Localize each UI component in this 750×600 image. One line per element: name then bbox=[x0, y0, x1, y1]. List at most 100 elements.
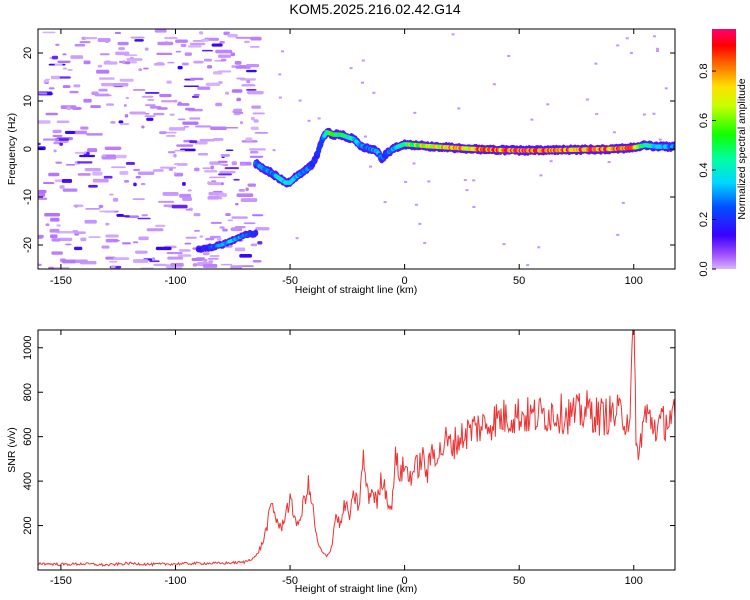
spectrogram-noise-cell bbox=[191, 257, 198, 262]
x-tick-label: -50 bbox=[282, 275, 298, 287]
spectrogram-noise-cell bbox=[158, 200, 175, 203]
spectrogram-noise-cell bbox=[317, 117, 321, 120]
spectrogram-noise-cell bbox=[236, 193, 254, 198]
spectrogram-noise-cell bbox=[250, 126, 259, 131]
spectrogram-noise-cell bbox=[418, 222, 422, 225]
snr-frame bbox=[37, 329, 676, 571]
spectrogram-noise-cell bbox=[143, 67, 149, 70]
spectrogram-noise-cell bbox=[457, 107, 461, 110]
spectrogram-noise-cell bbox=[210, 165, 214, 170]
spectrogram-noise-cell bbox=[52, 134, 63, 137]
spectrogram-noise-cell bbox=[116, 214, 124, 217]
y-tick-label: -10 bbox=[22, 189, 34, 205]
spectrogram-noise-cell bbox=[97, 64, 103, 68]
spectrogram-noise-cell bbox=[159, 93, 172, 98]
spectrogram-noise-cell bbox=[219, 41, 225, 44]
spectrogram-noise-cell bbox=[185, 208, 191, 211]
spectrogram-noise-cell bbox=[245, 137, 253, 142]
spectrogram-noise-cell bbox=[233, 178, 240, 181]
spectrogram-noise-cell bbox=[225, 149, 234, 152]
spectrogram-noise-cell bbox=[153, 112, 165, 116]
spectrogram-noise-cell bbox=[62, 259, 76, 264]
spectrogram-noise-cell bbox=[231, 65, 236, 68]
spectrogram-noise-cell bbox=[184, 107, 196, 111]
spectrogram-noise-cell bbox=[594, 62, 598, 65]
spectrogram-noise-cell bbox=[112, 197, 119, 202]
spectrogram-noise-cell bbox=[255, 227, 270, 231]
spectrogram-noise-cell bbox=[74, 151, 87, 154]
spectrogram-x-label: Height of straight line (km) bbox=[295, 284, 418, 296]
x-tick-label: 50 bbox=[513, 275, 525, 287]
spectrogram-noise-cell bbox=[182, 197, 192, 201]
spectrogram-noise-cell bbox=[507, 54, 511, 57]
spectrogram-noise-cell bbox=[92, 171, 103, 176]
spectrogram-noise-cell bbox=[164, 131, 177, 134]
spectrogram-noise-cell bbox=[38, 142, 41, 146]
spectrogram-noise-cell bbox=[238, 189, 245, 192]
spectrogram-noise-cell bbox=[652, 35, 656, 38]
spectrogram-noise-cell bbox=[230, 265, 243, 269]
spectrogram-noise-cell bbox=[125, 96, 129, 99]
spectrogram-noise-cell bbox=[502, 243, 506, 246]
spectrogram-noise-cell bbox=[62, 85, 71, 89]
spectrogram-noise-cell bbox=[84, 36, 98, 40]
spectrogram-noise-cell bbox=[175, 50, 182, 53]
spectrogram-noise-cell bbox=[252, 112, 265, 115]
spectrogram-noise-cell bbox=[233, 112, 241, 116]
spectrogram-noise-cell bbox=[202, 167, 211, 170]
colorbar-tick-label: 0.4 bbox=[698, 162, 710, 177]
spectrogram-noise-cell bbox=[83, 98, 92, 103]
spectrogram-noise-cell bbox=[664, 87, 668, 90]
spectrogram-noise-cell bbox=[222, 228, 228, 232]
spectrogram-noise-cell bbox=[151, 257, 156, 261]
spectrogram-noise-cell bbox=[549, 160, 553, 163]
spectrogram-noise-cell bbox=[119, 78, 134, 82]
spectrogram-noise-cell bbox=[472, 205, 476, 208]
spectrogram-noise-cell bbox=[87, 148, 98, 153]
snr-plot-area bbox=[38, 330, 675, 570]
spectrogram-ridge-cell bbox=[316, 147, 321, 153]
spectrogram-noise-cell bbox=[220, 163, 227, 166]
spectrogram-noise-cell bbox=[55, 161, 63, 164]
spectrogram-noise-cell bbox=[185, 236, 197, 239]
spectrogram-noise-cell bbox=[62, 67, 68, 70]
spectrogram-y-label: Frequency (Hz) bbox=[6, 113, 18, 185]
spectrogram-noise-cell bbox=[231, 216, 248, 219]
spectrogram-noise-cell bbox=[38, 92, 48, 95]
spectrogram-noise-cell bbox=[199, 31, 204, 35]
x-tick-label: 0 bbox=[402, 275, 408, 287]
spectrogram-x-axis: -150 -100 -50 0 50 100 bbox=[50, 29, 643, 287]
spectrogram-noise-cell bbox=[192, 263, 198, 267]
spectrogram-noise-cell bbox=[231, 89, 243, 93]
spectrogram-noise-cell bbox=[111, 166, 126, 169]
spectrogram-noise-cell bbox=[80, 237, 87, 242]
spectrogram-noise-cell bbox=[98, 88, 108, 92]
spectrogram-noise-cell bbox=[85, 208, 101, 210]
spectrogram-noise-cell bbox=[62, 53, 67, 56]
spectrogram-noise-cell bbox=[173, 153, 177, 158]
spectrogram-noise-cell bbox=[253, 119, 259, 123]
spectrogram-noise-cell bbox=[236, 97, 242, 102]
spectrogram-noise-cell bbox=[250, 36, 262, 41]
snr-y-label: SNR (v/v) bbox=[6, 427, 18, 473]
snr-series-line bbox=[38, 330, 675, 567]
spectrogram-noise-cell bbox=[234, 226, 246, 229]
x-tick-label: 100 bbox=[625, 575, 643, 587]
spectrogram-noise-cell bbox=[177, 101, 182, 106]
spectrogram-noise-cell bbox=[125, 162, 135, 165]
spectrogram-noise-cell bbox=[113, 257, 130, 261]
spectrogram-noise-cell bbox=[163, 204, 175, 207]
spectrogram-ridge-cell bbox=[253, 231, 258, 235]
spectrogram-noise-cell bbox=[607, 161, 611, 164]
spectrogram-noise-cell bbox=[252, 214, 264, 217]
spectrogram-noise-cell bbox=[188, 45, 202, 48]
spectrogram-noise-cell bbox=[146, 228, 164, 232]
y-tick-label: -20 bbox=[22, 237, 34, 253]
spectrogram-noise-cell bbox=[71, 259, 88, 264]
spectrogram-noise-cell bbox=[235, 36, 253, 39]
figure-title: KOM5.2025.216.02.42.G14 bbox=[289, 1, 461, 17]
spectrogram-noise-cell bbox=[246, 89, 257, 91]
spectrogram-noise-cell bbox=[218, 54, 231, 58]
spectrogram-noise-cell bbox=[166, 252, 183, 255]
spectrogram-noise-cell bbox=[45, 223, 50, 227]
